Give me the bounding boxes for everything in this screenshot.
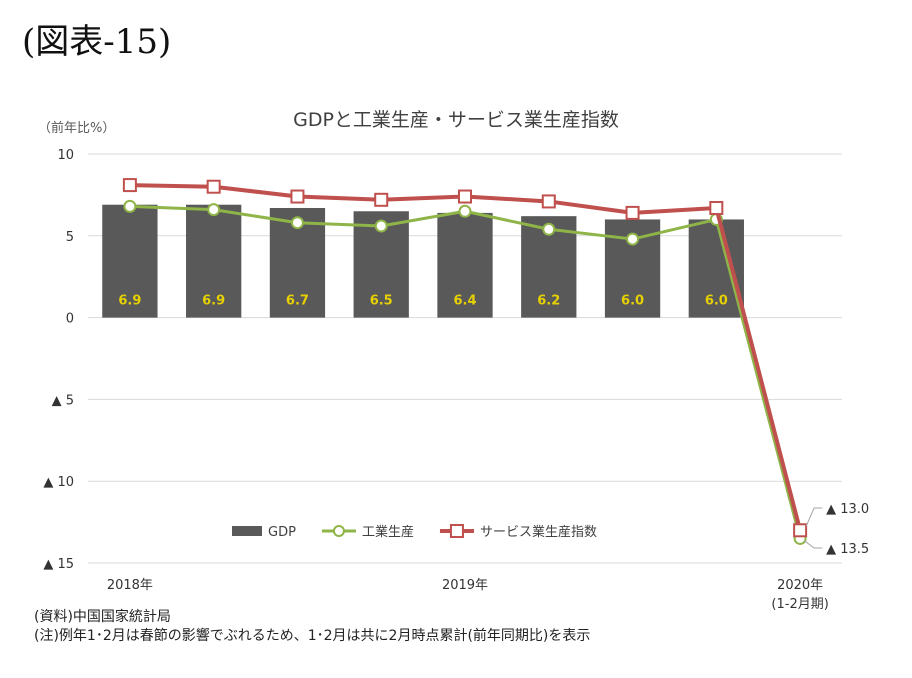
legend-label: サービス業生産指数 [480, 524, 597, 540]
annotation-leader [803, 540, 823, 549]
x-tick-label: 2019年 [442, 578, 488, 593]
source-note: (資料)中国国家統計局 [34, 609, 171, 625]
point-marker [458, 204, 472, 218]
point-marker [374, 192, 389, 207]
annotation-leader [805, 507, 823, 527]
point-marker [541, 194, 556, 209]
point-marker [206, 179, 221, 194]
point-marker [458, 189, 472, 204]
y-tick-label: 0 [66, 312, 74, 327]
x-tick-label: 2020年 [777, 578, 823, 593]
point-marker [709, 200, 724, 215]
y-tick-label: ▲ 5 [52, 393, 74, 408]
point-marker [793, 523, 808, 538]
x-tick-labels: 2018年 2019年 2020年 (1-2月期) [107, 578, 829, 612]
legend-label: GDP [268, 525, 296, 540]
point-marker [542, 222, 556, 236]
bar-data-label: 6.5 [370, 294, 393, 309]
y-tick-label: ▲ 10 [43, 475, 74, 490]
bar [186, 204, 242, 318]
legend-swatch [232, 526, 262, 536]
annotation-label: ▲ 13.0 [826, 502, 869, 517]
point-marker [123, 199, 137, 213]
bar-data-label: 6.0 [621, 294, 644, 309]
point-marker [626, 232, 640, 246]
series-lines [122, 178, 808, 545]
annotations: ▲ 13.0 ▲ 13.5 [803, 502, 869, 557]
chart-title: GDPと工業生産・サービス業生産指数 [293, 109, 619, 131]
annotation-label: ▲ 13.5 [826, 542, 869, 557]
point-marker [290, 216, 304, 230]
bar-data-label: 6.9 [118, 294, 141, 309]
y-tick-label: ▲ 15 [43, 557, 74, 572]
point-marker [625, 205, 640, 220]
y-axis-label: （前年比%） [38, 120, 115, 136]
legend-marker [449, 524, 464, 538]
x-tick-label: 2018年 [107, 578, 153, 593]
figure-label: (図表-15) [22, 22, 172, 62]
bar-data-label: 6.0 [705, 294, 728, 309]
y-tick-label: 5 [66, 230, 74, 245]
bar [102, 204, 158, 318]
bar-data-label: 6.2 [537, 294, 560, 309]
bar-data-label: 6.7 [286, 294, 309, 309]
bar [688, 219, 744, 318]
point-marker [290, 189, 305, 204]
gdp-bar-labels: 6.9 6.9 6.7 6.5 6.4 6.2 6.0 6.0 [118, 294, 727, 309]
x-tick-sublabel: (1-2月期) [771, 597, 828, 612]
y-tick-labels: 10 5 0 ▲ 5 ▲ 10 ▲ 15 [43, 148, 74, 572]
point-marker [207, 203, 221, 217]
gdp-bars [102, 204, 744, 318]
legend-marker [332, 525, 345, 537]
point-marker [374, 219, 388, 233]
point-marker [122, 178, 137, 193]
bar [437, 212, 493, 318]
bar-data-label: 6.4 [453, 294, 476, 309]
legend-label: 工業生産 [362, 524, 414, 540]
y-tick-label: 10 [57, 148, 74, 163]
bar-data-label: 6.9 [202, 294, 225, 309]
legend: GDP 工業生産 サービス業生産指数 [232, 524, 597, 540]
footnote: (注)例年1･2月は春節の影響でぶれるため、1･2月は共に2月時点累計(前年同期… [34, 628, 591, 644]
